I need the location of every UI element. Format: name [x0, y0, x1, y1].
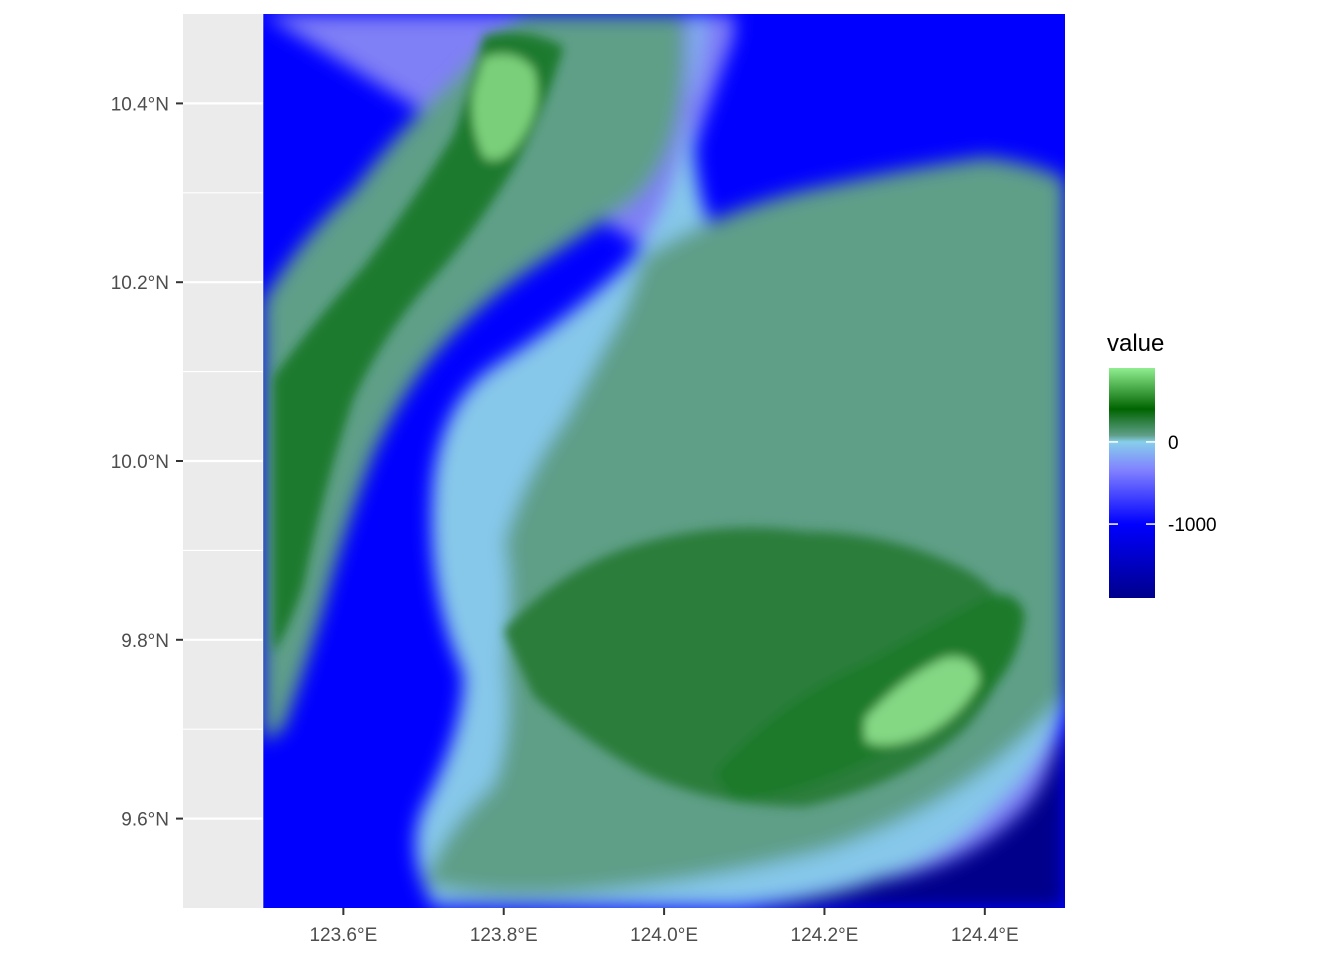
- legend-break-label: 0: [1168, 433, 1179, 454]
- y-axis-labels: 10.4°N 10.2°N 10.0°N 9.8°N 9.6°N: [111, 94, 169, 830]
- x-tick-label: 123.6°E: [309, 925, 377, 946]
- legend-break-label: -1000: [1168, 515, 1217, 536]
- northwest-upland: [273, 32, 564, 653]
- southeast-peaks: [864, 657, 980, 746]
- legend: value 0 -1000: [1107, 330, 1217, 598]
- y-tick-label: 10.4°N: [111, 94, 169, 115]
- elevation-raster: [263, 14, 1065, 908]
- northwest-lowland: [263, 14, 686, 741]
- legend-title: value: [1107, 330, 1164, 357]
- y-tick-label: 9.6°N: [121, 810, 169, 831]
- southeast-ridge: [714, 594, 1025, 802]
- x-tick-label: 123.8°E: [470, 925, 538, 946]
- x-tick-label: 124.2°E: [791, 925, 859, 946]
- y-tick-label: 10.0°N: [111, 452, 169, 473]
- y-tick-label: 10.2°N: [111, 273, 169, 294]
- y-axis-ticks: [176, 102, 183, 820]
- x-tick-label: 124.0°E: [630, 925, 698, 946]
- x-axis-ticks: [342, 908, 986, 915]
- northwest-peaks: [472, 54, 538, 160]
- legend-breaks: 0 -1000: [1109, 433, 1217, 536]
- legend-colorbar: [1109, 368, 1155, 598]
- x-axis-labels: 123.6°E 123.8°E 124.0°E 124.2°E 124.4°E: [309, 925, 1018, 946]
- relief-layers: [273, 32, 1025, 807]
- y-tick-label: 9.8°N: [121, 631, 169, 652]
- deep-sea-southeast: [744, 729, 1065, 908]
- x-tick-label: 124.4°E: [951, 925, 1019, 946]
